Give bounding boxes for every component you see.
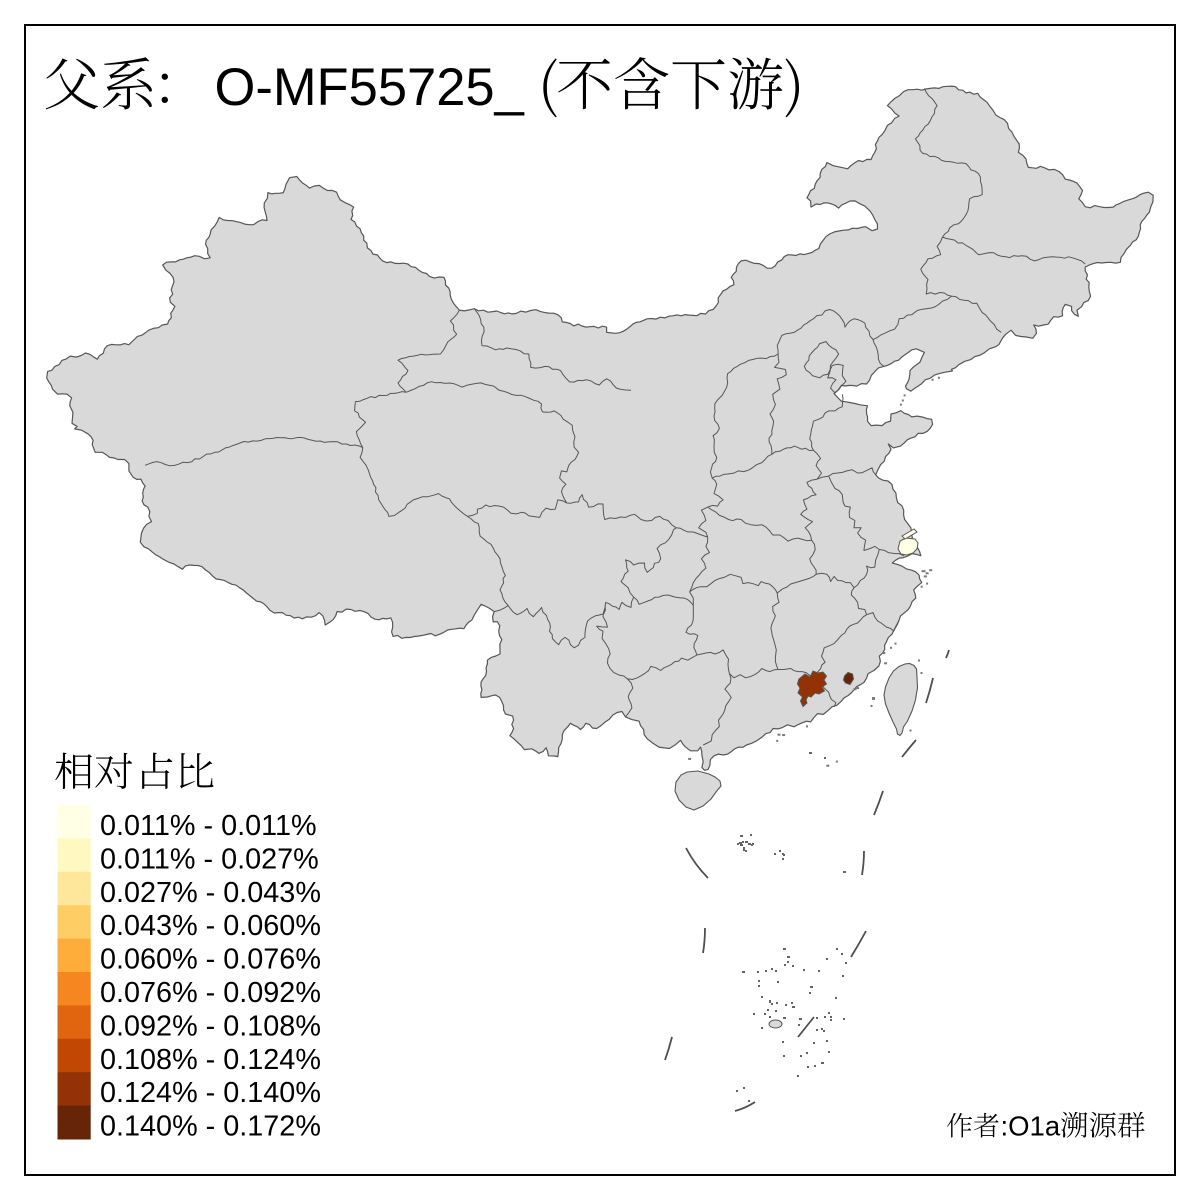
svg-text:0.076% - 0.092%: 0.076% - 0.092%	[100, 977, 321, 1009]
svg-text:0.011% - 0.011%: 0.011% - 0.011%	[100, 810, 317, 842]
svg-text::O1a: :O1a	[1001, 1111, 1061, 1142]
svg-text:0.092% - 0.108%: 0.092% - 0.108%	[100, 1010, 321, 1042]
svg-text:0.108% - 0.124%: 0.108% - 0.124%	[100, 1044, 321, 1076]
svg-text:0.140% - 0.172%: 0.140% - 0.172%	[100, 1111, 321, 1143]
svg-text:0.011% - 0.027%: 0.011% - 0.027%	[100, 843, 319, 875]
svg-text:0.124% - 0.140%: 0.124% - 0.140%	[100, 1077, 321, 1109]
svg-text:0.043% - 0.060%: 0.043% - 0.060%	[100, 910, 321, 942]
svg-text:0.060% - 0.076%: 0.060% - 0.076%	[100, 944, 321, 976]
svg-text:0.027% - 0.043%: 0.027% - 0.043%	[100, 877, 321, 909]
svg-text:O-MF55725_: O-MF55725_	[215, 58, 525, 117]
